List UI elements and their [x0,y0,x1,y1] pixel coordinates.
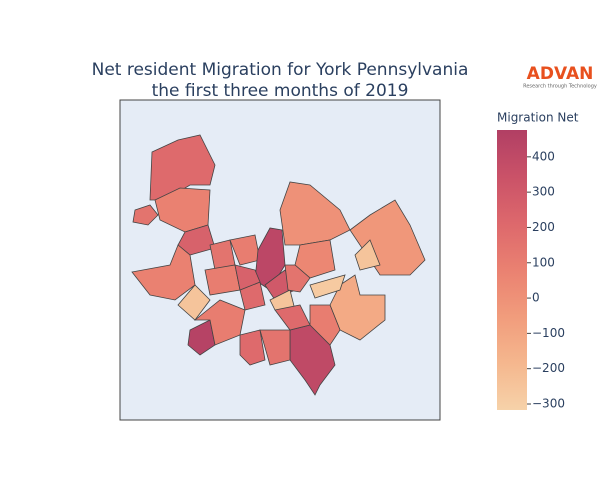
colorbar-tick-label: 0 [532,291,540,305]
region [239,329,266,366]
colorbar-tick-label: 400 [532,149,555,163]
region [204,264,241,296]
region [259,329,291,366]
region [284,264,311,293]
colorbar-tick-label: 200 [532,220,555,234]
logo-tagline: Research through Technology [523,84,597,90]
region [132,204,159,226]
regions [131,134,426,396]
colorbar-tick-label: −200 [532,361,565,375]
region [354,239,381,271]
region [234,264,261,291]
colorbar-tick-label: −300 [532,396,565,410]
colorbar-tick-label: 100 [532,255,555,269]
colorbar-title: Migration Net [497,111,579,125]
logo-text: ADVAN [527,64,594,84]
subtitle: the first three months of 2019 [152,81,409,101]
title: Net resident Migration for York Pennsylv… [92,60,469,80]
region [294,239,336,279]
region [177,224,216,256]
region [187,319,216,356]
region [309,304,341,346]
region [309,274,346,299]
colorbar [497,130,527,410]
region [131,244,196,301]
region [177,284,211,321]
colorbar-ticks: −300 −200 −100 0 100 200 300 400 [527,149,565,410]
colorbar-tick-label: −100 [532,326,565,340]
colorbar-tick-label: 300 [532,185,555,199]
